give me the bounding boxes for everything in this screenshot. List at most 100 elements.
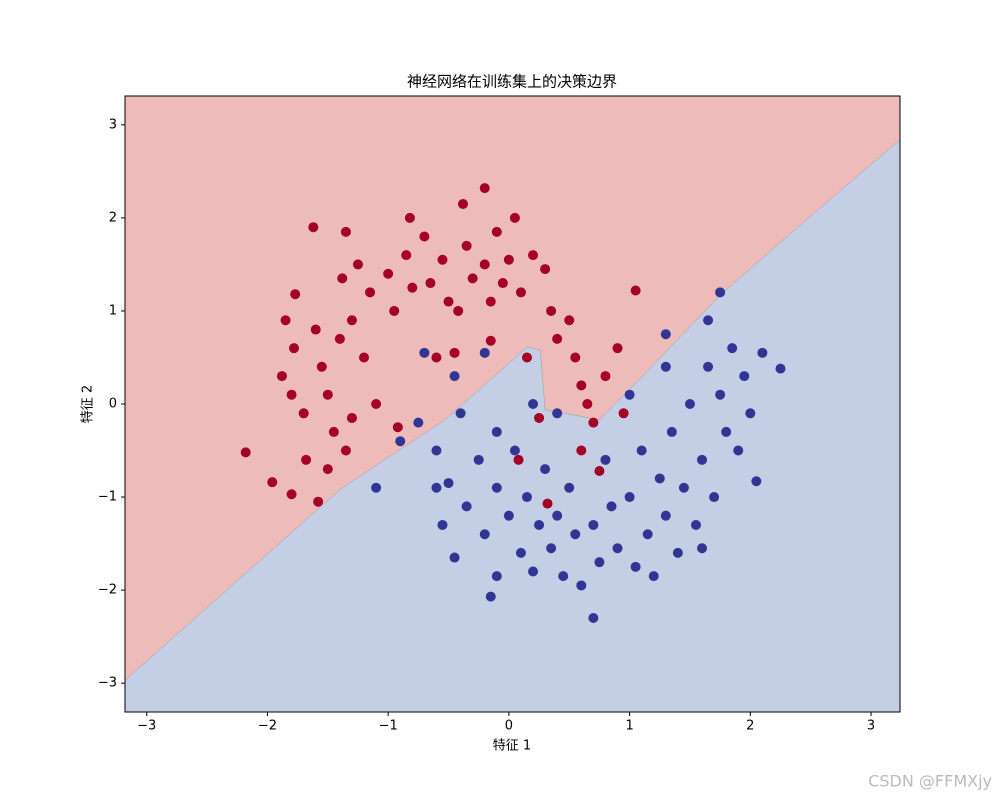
- y-tick-label: −1: [98, 490, 117, 505]
- data-point: [521, 352, 532, 363]
- data-point: [395, 436, 406, 447]
- data-point: [540, 464, 551, 475]
- data-point: [684, 399, 695, 409]
- data-point: [503, 510, 514, 521]
- data-point: [528, 566, 539, 577]
- data-point: [413, 417, 424, 428]
- data-point: [365, 287, 376, 298]
- x-tick-label: 1: [625, 719, 633, 734]
- data-point: [276, 371, 287, 382]
- data-point: [453, 305, 464, 316]
- data-point: [721, 426, 732, 437]
- y-tick-label: 3: [109, 117, 117, 132]
- data-point: [546, 305, 557, 316]
- x-tick-label: 2: [746, 719, 754, 734]
- data-point: [431, 445, 442, 456]
- data-point: [404, 212, 415, 223]
- data-point: [624, 389, 635, 400]
- data-point: [697, 454, 708, 465]
- data-point: [570, 529, 581, 540]
- data-point: [313, 496, 324, 507]
- data-point: [690, 519, 701, 530]
- data-point: [660, 361, 671, 372]
- data-point: [576, 580, 587, 591]
- data-point: [630, 285, 641, 296]
- data-point: [660, 329, 671, 340]
- data-point: [467, 273, 478, 284]
- data-point: [461, 501, 472, 512]
- data-point: [739, 371, 750, 382]
- data-point: [359, 352, 370, 363]
- data-point: [727, 343, 738, 354]
- data-point: [703, 315, 714, 326]
- data-point: [606, 501, 617, 512]
- data-point: [449, 371, 460, 382]
- data-point: [515, 547, 526, 558]
- data-point: [540, 264, 551, 275]
- x-tick-label: −3: [137, 719, 156, 734]
- x-tick-label: −2: [258, 719, 277, 734]
- data-point: [534, 412, 545, 423]
- data-point: [630, 561, 641, 572]
- data-point: [346, 412, 357, 423]
- data-point: [600, 371, 611, 382]
- y-tick-label: 0: [109, 397, 117, 412]
- data-point: [290, 289, 301, 300]
- data-point: [600, 454, 611, 465]
- data-point: [534, 519, 545, 530]
- data-point: [612, 543, 623, 554]
- data-point: [509, 445, 520, 456]
- data-point: [570, 352, 581, 363]
- data-point: [455, 408, 466, 419]
- data-point: [316, 361, 327, 372]
- x-tick-label: 0: [505, 719, 513, 734]
- y-tick-label: 1: [109, 303, 117, 318]
- chart-title: 神经网络在训练集上的决策边界: [407, 73, 617, 91]
- data-point: [666, 426, 677, 437]
- data-point: [542, 498, 553, 509]
- data-point: [346, 315, 357, 326]
- data-point: [479, 259, 490, 270]
- data-point: [582, 399, 593, 409]
- x-tick-label: −1: [379, 719, 398, 734]
- data-point: [678, 482, 689, 493]
- data-point: [558, 571, 569, 582]
- data-point: [322, 464, 333, 475]
- data-point: [289, 343, 300, 354]
- y-tick-label: 2: [109, 210, 117, 225]
- data-point: [419, 231, 430, 242]
- data-point: [352, 259, 363, 270]
- watermark: CSDN @FFMXjy: [868, 772, 992, 791]
- data-point: [703, 361, 714, 372]
- data-point: [503, 254, 514, 265]
- data-point: [546, 543, 557, 554]
- data-point: [497, 278, 508, 289]
- data-point: [392, 422, 403, 433]
- data-point: [618, 408, 629, 419]
- data-point: [672, 547, 683, 558]
- data-point: [479, 183, 490, 194]
- data-point: [515, 287, 526, 298]
- data-point: [733, 445, 744, 456]
- data-point: [576, 445, 587, 456]
- data-point: [383, 268, 394, 279]
- data-point: [709, 492, 720, 503]
- data-point: [461, 240, 472, 251]
- data-point: [552, 333, 563, 344]
- data-point: [552, 408, 563, 419]
- data-point: [588, 519, 599, 530]
- data-point: [322, 389, 333, 400]
- x-axis-label: 特征 1: [493, 739, 531, 754]
- data-point: [564, 482, 575, 493]
- data-point: [509, 212, 520, 223]
- data-point: [588, 613, 599, 624]
- data-point: [340, 226, 351, 237]
- data-point: [443, 296, 454, 307]
- data-point: [301, 454, 312, 465]
- data-point: [458, 198, 469, 209]
- data-point: [612, 343, 623, 354]
- data-point: [449, 347, 460, 358]
- data-point: [513, 454, 524, 465]
- y-tick-label: −2: [98, 583, 117, 598]
